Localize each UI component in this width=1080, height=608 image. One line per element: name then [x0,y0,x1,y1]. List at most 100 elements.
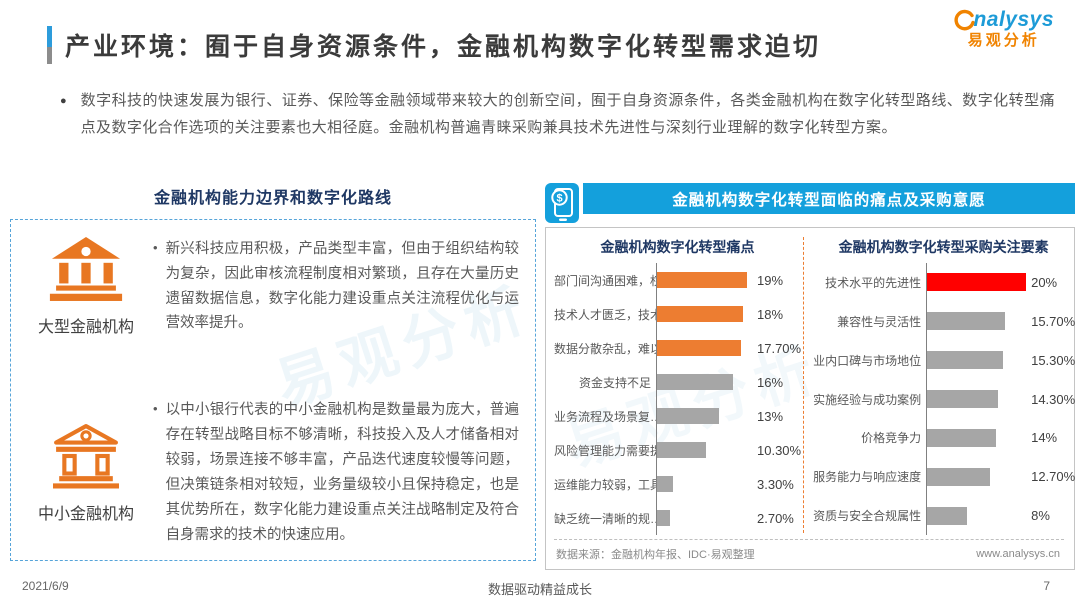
list-item: 大型金融机构 • 新兴科技应用积极，产品类型丰富，但由于组织结构较为复杂，因此审… [25,236,519,337]
bar-track [656,331,752,365]
bar-track [656,467,752,501]
logo-swoosh-icon [953,9,976,31]
bar-category-label: 兼容性与灵活性 [837,314,922,329]
chart-row: 实施经验与成功案例 14.30% [812,379,1076,419]
charts-panel: $ 金融机构数字化转型面临的痛点及采购意愿 金融机构数字化转型痛点 部门间沟通困… [545,183,1075,570]
bar-value-label: 15.70% [1031,313,1076,329]
bullet-icon: • [153,401,158,417]
bar [657,408,719,424]
mobile-payment-icon: $ [545,183,579,223]
bar-track [926,379,1026,419]
chart-row: 技术水平的先进性 20% [812,263,1075,302]
bar-category-label: 部门间沟通困难，权… [554,273,656,288]
bar-value-label: 20% [1031,274,1058,290]
website-link[interactable]: www.analysys.cn [976,548,1060,560]
bar-track [656,501,752,535]
header: 产业环境：囿于自身资源条件，金融机构数字化转型需求迫切 [47,26,821,64]
svg-text:$: $ [556,192,562,204]
charts-box: 金融机构数字化转型痛点 部门间沟通困难，权… 19% 技术人才匮乏，技术… 18% 数据… [545,227,1075,570]
bar [657,306,743,322]
intro-paragraph: ● 数字科技的快速发展为银行、证券、保险等金融领域带来较大的创新空间，囿于自身资… [60,88,1055,141]
chart-row: 风险管理能力需要提高 10.30% [554,433,801,467]
bar-category-label: 风险管理能力需要提高 [554,443,656,458]
chart-row: 兼容性与灵活性 15.70% [812,301,1076,341]
capability-panel: 金融机构能力边界和数字化路线 [10,184,536,561]
bar-track [926,457,1026,497]
bank-solid-icon [47,237,125,306]
bar-track [656,365,752,399]
bar-category-label: 资金支持不足 [578,375,651,390]
institution-label: 大型金融机构 [37,319,134,336]
bar-track [926,301,1026,341]
bar-category-label: 缺乏统一清晰的规… [554,511,656,526]
institution-label: 中小金融机构 [37,505,134,523]
bar-category-label: 价格竞争力 [861,431,922,446]
bar-value-label: 3.30% [757,476,794,492]
bullet-icon: ● [60,95,67,107]
chart-row: 价格竞争力 14% [812,418,1075,458]
logo-brand-text: nalysys [973,8,1054,31]
bar [657,442,706,458]
bar-track [656,263,752,297]
bar-track [656,433,752,467]
bar-category-label: 资质与安全合规属性 [813,509,922,524]
institution-description: 以中小银行代表的中小金融机构是数量最为庞大，普遍存在转型战略目标不够清晰，科技投… [165,402,519,544]
bar-category-label: 服务能力与响应速度 [813,470,922,485]
bar [927,351,1003,370]
logo-brand-cn: 易观分析 [967,32,1040,50]
bar [927,273,1027,292]
chart-row: 服务能力与响应速度 12.70% [812,457,1076,497]
chart-row: 资金支持不足 16% [554,365,801,399]
page-number: 7 [1043,579,1050,593]
footer-date: 2021/6/9 [22,579,69,593]
bar-track [926,496,1026,536]
footer-slogan: 数据驱动精益成长 [487,582,592,597]
chart-row: 资质与安全合规属性 8% [812,496,1075,536]
bar-value-label: 8% [1031,508,1050,524]
list-item: 中小金融机构 • 以中小银行代表的中小金融机构是数量最为庞大，普遍存在转型战略目… [25,398,519,548]
page-title: 产业环境：囿于自身资源条件，金融机构数字化转型需求迫切 [65,33,822,61]
bar-category-label: 业务流程及场景复… [554,409,656,424]
chart-row: 部门间沟通困难，权… 19% [554,263,801,297]
bar-value-label: 18% [757,306,784,322]
data-source-note: 数据来源：金融机构年报、IDC·易观整理 [556,549,755,561]
bar-track [926,340,1026,380]
bar-category-label: 业内口碑与市场地位 [813,353,922,368]
bar-value-label: 10.30% [757,442,802,458]
bar-value-label: 12.70% [1031,469,1076,485]
analysys-logo: nalysys 易观分析 [953,8,1054,50]
bar [657,272,748,288]
bar-value-label: 14% [1031,430,1058,446]
bar [657,510,670,526]
bar-category-label: 实施经验与成功案例 [813,392,922,407]
bar-value-label: 19% [757,272,784,288]
chart-bars: 部门间沟通困难，权… 19% 技术人才匮乏，技术… 18% 数据分散杂乱，难以… 17.7… [554,263,801,539]
footer: 2021/6/9 数据驱动精益成长 7 [0,579,1080,603]
chart-row: 数据分散杂乱，难以… 17.70% [554,331,801,365]
chart-row: 业务流程及场景复… 13% [554,399,801,433]
bar-value-label: 16% [757,374,784,390]
chart-title: 金融机构数字化转型采购关注要素 [838,239,1049,255]
bar [927,506,967,525]
bar [657,476,673,492]
capability-panel-box: 大型金融机构 • 新兴科技应用积极，产品类型丰富，但由于组织结构较为复杂，因此审… [10,219,536,561]
title-accent-bar [47,26,52,64]
bar [927,390,998,408]
charts-panel-title: 金融机构数字化转型面临的痛点及采购意愿 [672,191,986,209]
bar-value-label: 2.70% [757,510,794,526]
bar-track [926,263,1027,302]
chart-bars: 技术水平的先进性 20% 兼容性与灵活性 15.70% 业内口碑与市场地位 15.30% 实… [812,263,1075,539]
bar-category-label: 技术水平的先进性 [825,275,922,290]
chart-row: 运维能力较弱，工具… 3.30% [554,467,801,501]
bar-value-label: 14.30% [1031,391,1076,407]
bar-value-label: 17.70% [757,340,802,356]
intro-text: 数字科技的快速发展为银行、证券、保险等金融领域带来较大的创新空间，囿于自身资源条… [80,92,1055,136]
charts-panel-header: $ 金融机构数字化转型面临的痛点及采购意愿 [545,183,1075,223]
pain-points-chart: 金融机构数字化转型痛点 部门间沟通困难，权… 19% 技术人才匮乏，技术… 18% 数据… [554,235,801,539]
bar-category-label: 技术人才匮乏，技术… [554,307,656,322]
bar [927,312,1005,331]
bar-value-label: 13% [757,408,784,424]
chart-row: 技术人才匮乏，技术… 18% [554,297,801,331]
purchase-factors-chart: 金融机构数字化转型采购关注要素 技术水平的先进性 20% 兼容性与灵活性 15.70%… [812,235,1075,539]
